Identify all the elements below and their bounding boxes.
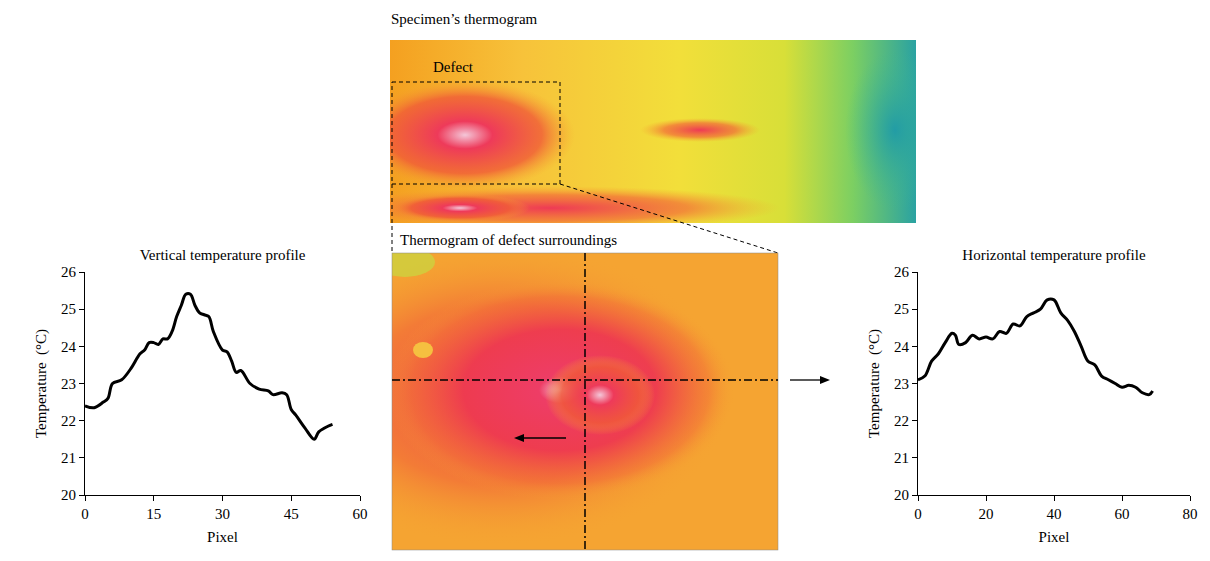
svg-text:24: 24 xyxy=(894,339,910,355)
svg-text:25: 25 xyxy=(894,301,909,317)
svg-text:21: 21 xyxy=(61,450,76,466)
svg-text:23: 23 xyxy=(61,376,76,392)
svg-text:Temperature (°C): Temperature (°C) xyxy=(866,329,883,438)
svg-text:0: 0 xyxy=(81,506,89,522)
svg-text:60: 60 xyxy=(1115,506,1130,522)
svg-text:Pixel: Pixel xyxy=(207,529,238,545)
svg-text:60: 60 xyxy=(353,506,368,522)
svg-text:Vertical temperature profile: Vertical temperature profile xyxy=(140,247,306,263)
svg-text:Temperature (°C): Temperature (°C) xyxy=(33,329,50,438)
svg-text:0: 0 xyxy=(914,506,922,522)
svg-text:20: 20 xyxy=(894,487,909,503)
svg-text:20: 20 xyxy=(979,506,994,522)
svg-text:20: 20 xyxy=(61,487,76,503)
svg-text:21: 21 xyxy=(894,450,909,466)
svg-text:80: 80 xyxy=(1183,506,1198,522)
svg-text:25: 25 xyxy=(61,301,76,317)
svg-text:Thermogram of defect surround: Thermogram of defect surroundings xyxy=(400,232,617,248)
svg-text:22: 22 xyxy=(61,413,76,429)
svg-text:24: 24 xyxy=(61,339,77,355)
svg-text:15: 15 xyxy=(146,506,161,522)
svg-text:45: 45 xyxy=(284,506,299,522)
svg-text:22: 22 xyxy=(894,413,909,429)
svg-text:Specimen’s thermogram: Specimen’s thermogram xyxy=(391,11,538,27)
svg-text:26: 26 xyxy=(894,264,910,280)
svg-text:30: 30 xyxy=(215,506,230,522)
svg-text:Pixel: Pixel xyxy=(1039,529,1070,545)
svg-text:40: 40 xyxy=(1047,506,1062,522)
svg-text:Defect: Defect xyxy=(433,59,474,75)
svg-text:23: 23 xyxy=(894,376,909,392)
svg-text:Horizontal temperature profile: Horizontal temperature profile xyxy=(962,247,1146,263)
svg-text:26: 26 xyxy=(61,264,77,280)
